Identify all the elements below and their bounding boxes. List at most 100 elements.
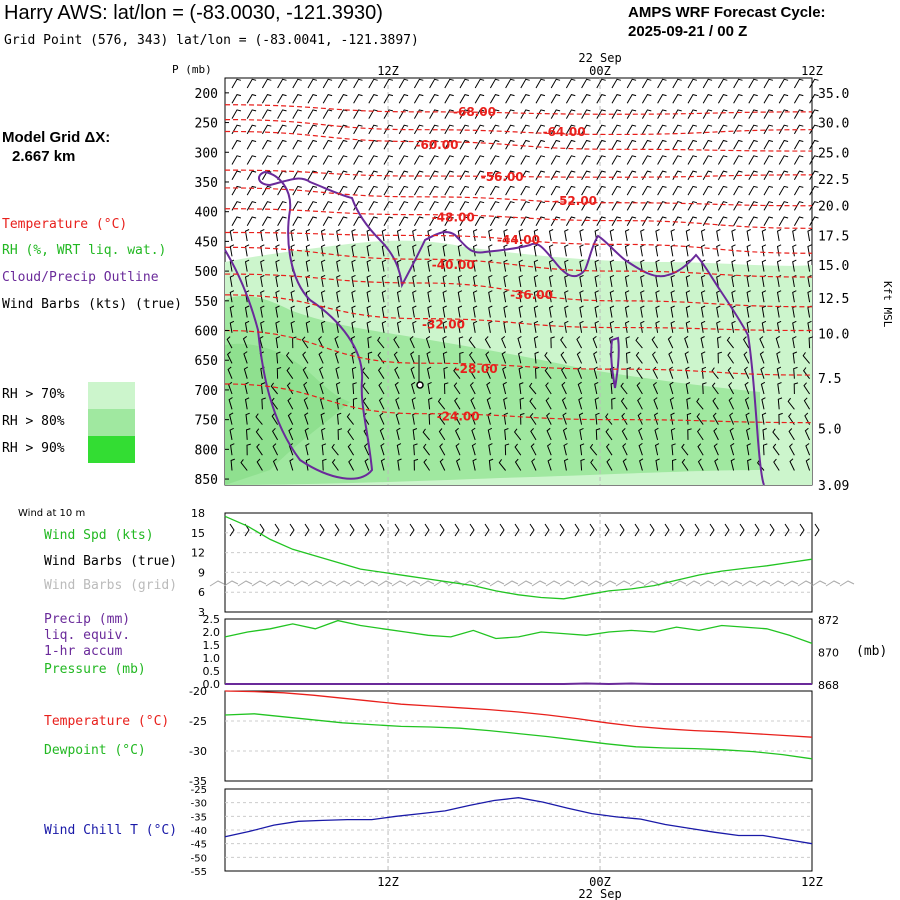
wind-barb <box>729 427 735 441</box>
wind-panel-frame <box>224 512 813 613</box>
wind-barb <box>413 78 424 89</box>
wind-barb <box>366 320 371 333</box>
wind-barb <box>746 259 751 272</box>
wind-barb <box>730 458 735 471</box>
wind-barb <box>336 259 341 272</box>
wind-barb <box>520 413 525 425</box>
wind-barb <box>787 397 795 410</box>
wind-barb <box>229 427 234 440</box>
wind-barb <box>640 320 645 333</box>
wind-barb <box>305 443 310 456</box>
wind-barb <box>428 397 433 410</box>
wind-barb <box>485 366 491 379</box>
wind-barb <box>457 290 463 303</box>
wind-barb <box>503 397 508 410</box>
wind-barb <box>611 397 616 410</box>
wind-barb <box>626 367 631 379</box>
wind-barb <box>453 367 461 380</box>
temp-panel-frame <box>224 690 813 782</box>
wind-barb <box>560 336 567 349</box>
pressure-right-tick-label: 868 <box>818 679 839 692</box>
wind-barb <box>260 274 265 287</box>
wind-barb <box>638 427 643 441</box>
wind-barb <box>641 94 652 104</box>
wind-barb <box>579 443 585 456</box>
wind-barb <box>318 351 324 364</box>
wind-barb <box>793 109 804 119</box>
wind-barb <box>577 381 583 395</box>
wind-barb <box>626 78 637 89</box>
wind-barb <box>397 458 402 471</box>
wind-barb <box>275 320 280 333</box>
wind-barb <box>743 366 750 379</box>
wind-barb <box>261 78 272 89</box>
rh90-region <box>225 343 350 485</box>
precip-tick-label: 2.5 <box>203 613 221 626</box>
wind-barb <box>580 458 585 471</box>
wind-barb <box>687 78 698 89</box>
wind-barb <box>624 320 630 333</box>
wind-barb <box>550 155 561 165</box>
wind-barb <box>777 397 783 410</box>
wind-barb <box>320 320 326 333</box>
wind-barb <box>429 216 439 226</box>
wind-barb <box>336 412 342 425</box>
wind-barb <box>381 320 387 333</box>
wind-barb <box>717 185 728 196</box>
wind-barb <box>472 229 478 242</box>
wind-barb <box>366 305 371 318</box>
wind-barb <box>459 216 470 226</box>
wind-barb <box>378 382 385 395</box>
wind-barb <box>383 201 394 211</box>
wind-barb <box>322 139 333 150</box>
wind-barb <box>776 229 782 242</box>
wind-barb <box>624 274 630 287</box>
wind-barb <box>290 229 295 242</box>
wind-barb <box>763 185 774 196</box>
wind-barb <box>700 336 705 349</box>
bottom-time-tick-label: 12Z <box>377 875 399 889</box>
height-tick-label: 5.0 <box>818 423 841 438</box>
wind-barb <box>763 78 774 89</box>
wind-barb <box>560 366 567 379</box>
temperature-contour-label: -68.00 <box>453 105 496 119</box>
wind-barb <box>762 443 768 456</box>
temp-tick-label: -30 <box>189 745 207 758</box>
wind-barb <box>560 351 567 364</box>
legend-temperature: Temperature (°C) <box>2 217 128 232</box>
wind-barb <box>243 366 249 379</box>
wind-barb <box>626 109 637 119</box>
temp-tick-label: -20 <box>189 685 207 698</box>
wind-barb <box>605 443 613 456</box>
wind-barb <box>427 244 432 257</box>
wind-barb <box>469 382 476 395</box>
wind-barb <box>641 216 652 226</box>
wind-barb <box>501 336 507 349</box>
wind-barb <box>670 229 675 242</box>
wind-barb <box>778 185 789 196</box>
wind-barb <box>459 201 470 211</box>
wind-barb <box>412 244 417 257</box>
wind-barb <box>409 336 415 349</box>
wind-barb <box>761 397 766 410</box>
wind-barb <box>788 412 795 425</box>
wind-barb <box>275 290 280 303</box>
wind-barb <box>669 381 674 395</box>
wind-barb <box>351 244 356 257</box>
wind-barb <box>260 259 265 272</box>
wind-barb <box>410 366 415 379</box>
wind-barb <box>726 336 734 349</box>
wind-barb <box>809 94 819 104</box>
wind-barb <box>276 367 282 379</box>
wind-barb <box>352 397 358 410</box>
wind-barb <box>624 259 630 272</box>
wind-barb <box>593 351 598 364</box>
wind-barb <box>292 216 302 226</box>
wind-barb <box>244 274 250 287</box>
wind-barb <box>395 397 400 410</box>
wind-barb <box>520 124 530 135</box>
wind-barb <box>670 427 676 440</box>
wind-barb <box>687 201 698 211</box>
wind-barb <box>670 290 675 303</box>
wind-barb <box>687 185 698 196</box>
